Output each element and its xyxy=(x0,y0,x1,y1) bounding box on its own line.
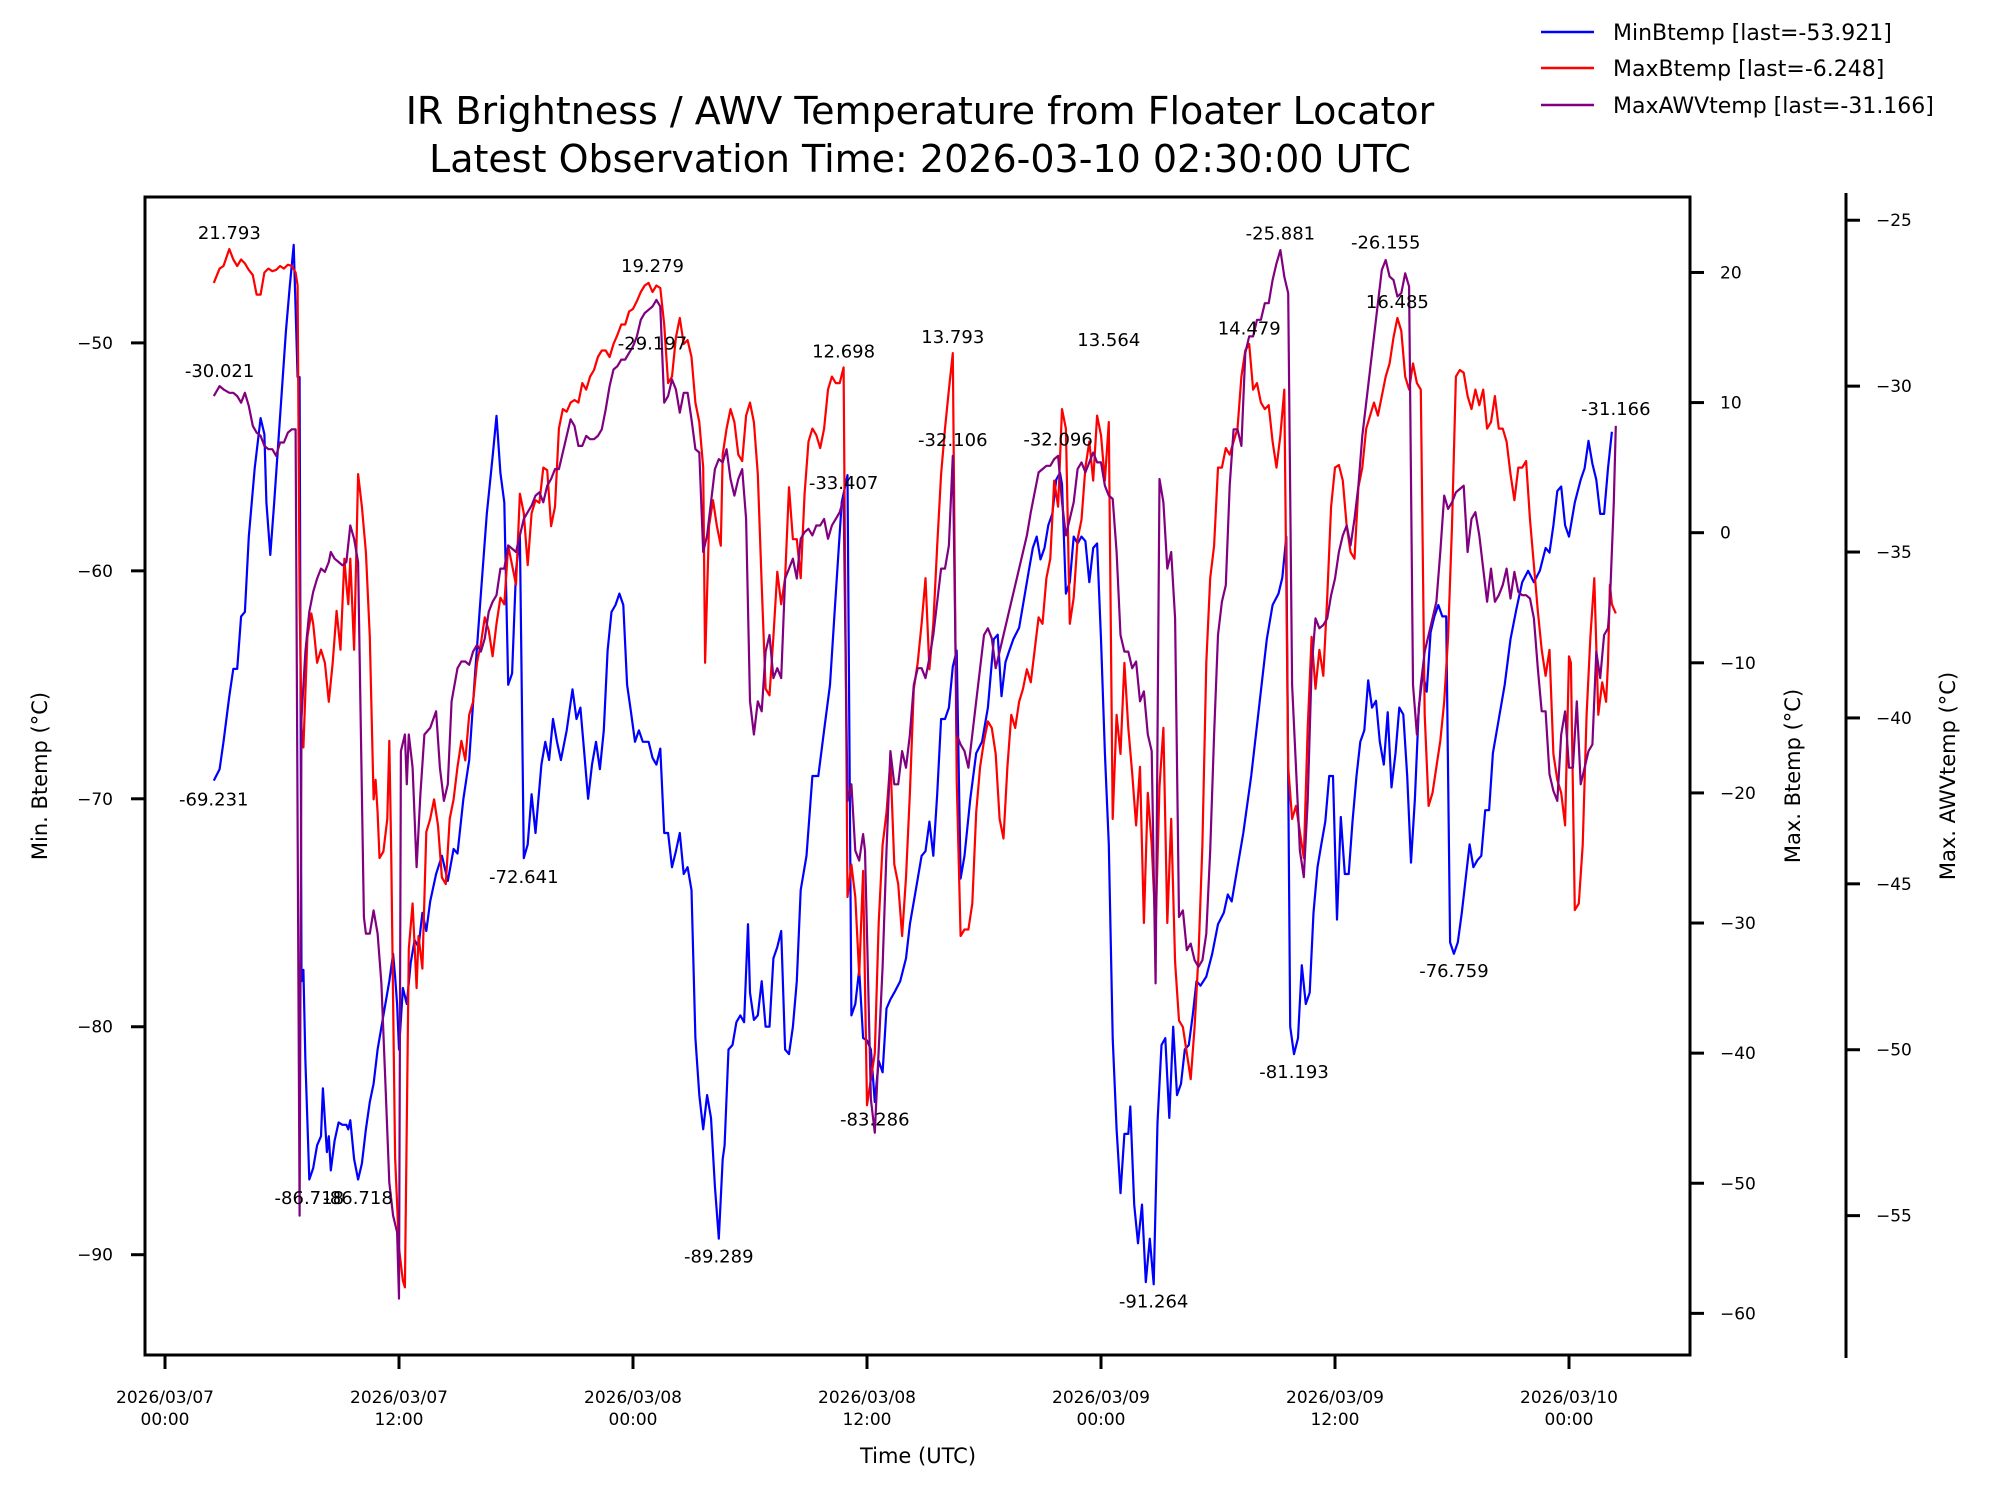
y-left-tick-label: −50 xyxy=(77,334,113,354)
annotation-label: -25.881 xyxy=(1246,223,1315,244)
annotation-label: -81.193 xyxy=(1259,1062,1328,1083)
annotation-label: -86.718 xyxy=(275,1188,344,1209)
annotation-label: -91.264 xyxy=(1119,1292,1188,1313)
x-tick-label-time: 00:00 xyxy=(1077,1410,1126,1430)
x-tick-label-time: 12:00 xyxy=(1311,1410,1360,1430)
annotation-label: -29.197 xyxy=(618,333,687,354)
y-far-right-tick-label: −40 xyxy=(1876,709,1912,729)
y-axis-right: 20 10 0 −10 −20 −30 −40 −50 −60 xyxy=(1690,263,1756,1324)
chart-title: IR Brightness / AWV Temperature from Flo… xyxy=(406,89,1435,133)
annotation-label: 19.279 xyxy=(621,256,684,277)
y-axis-left-title: Min. Btemp (°C) xyxy=(28,692,52,860)
y-right-tick-label: −50 xyxy=(1720,1174,1756,1194)
x-tick-label-time: 12:00 xyxy=(375,1410,424,1430)
plot-frame xyxy=(143,195,1692,1357)
annotation-label: -30.021 xyxy=(185,361,254,382)
annotation-label: 13.564 xyxy=(1077,330,1140,351)
annotation-label: -32.106 xyxy=(918,430,987,451)
annotation-label: -76.759 xyxy=(1419,961,1488,982)
annotation-label: -86.718 xyxy=(323,1188,392,1209)
y-axis-far-right-title: Max. AWVtemp (°C) xyxy=(1936,672,1960,880)
legend-label-maxawvtemp: MaxAWVtemp [last=-31.166] xyxy=(1613,94,1934,119)
y-left-tick-label: −90 xyxy=(77,1246,113,1266)
x-axis: 2026/03/0700:002026/03/0712:002026/03/08… xyxy=(116,1355,1618,1430)
annotation-label: -31.166 xyxy=(1581,399,1650,420)
annotation-label: -83.286 xyxy=(840,1110,909,1131)
annotation-label: -69.231 xyxy=(179,789,248,810)
x-tick-label-date: 2026/03/09 xyxy=(1286,1388,1384,1408)
legend-label-maxbtemp: MaxBtemp [last=-6.248] xyxy=(1613,57,1884,82)
x-tick-label-time: 12:00 xyxy=(843,1410,892,1430)
annotation-label: 14.479 xyxy=(1218,318,1281,339)
annotation-label: -33.407 xyxy=(809,473,878,494)
x-tick-label-date: 2026/03/07 xyxy=(116,1388,214,1408)
legend: MinBtemp [last=-53.921] MaxBtemp [last=-… xyxy=(1541,21,1934,119)
x-tick-label-date: 2026/03/09 xyxy=(1052,1388,1150,1408)
y-right-tick-label: 0 xyxy=(1720,524,1731,544)
x-tick-label-time: 00:00 xyxy=(1545,1410,1594,1430)
y-left-tick-label: −70 xyxy=(77,790,113,810)
y-far-right-tick-label: −30 xyxy=(1876,377,1912,397)
y-far-right-tick-label: −50 xyxy=(1876,1041,1912,1061)
y-right-tick-label: 10 xyxy=(1720,394,1742,414)
y-right-tick-label: −10 xyxy=(1720,654,1756,674)
y-right-tick-label: −30 xyxy=(1720,914,1756,934)
annotation-label: -89.289 xyxy=(684,1246,753,1267)
annotation-label: -72.641 xyxy=(489,867,558,888)
y-far-right-tick-label: −55 xyxy=(1876,1207,1912,1227)
series-line-maxbtemp xyxy=(212,247,1617,1289)
series-line-minbtemp xyxy=(212,243,1613,1286)
x-tick-label-date: 2026/03/07 xyxy=(350,1388,448,1408)
y-left-tick-label: −60 xyxy=(77,562,113,582)
y-far-right-tick-label: −35 xyxy=(1876,543,1912,563)
y-right-tick-label: −60 xyxy=(1720,1304,1756,1324)
annotation-label: -32.096 xyxy=(1023,430,1092,451)
series-layer xyxy=(212,243,1617,1300)
y-far-right-tick-label: −45 xyxy=(1876,875,1912,895)
y-axis-left: −50 −60 −70 −80 −90 xyxy=(77,334,145,1266)
x-tick-label-time: 00:00 xyxy=(609,1410,658,1430)
y-right-tick-label: 20 xyxy=(1720,263,1742,283)
y-far-right-tick-label: −25 xyxy=(1876,211,1912,231)
y-left-tick-label: −80 xyxy=(77,1018,113,1038)
annotation-label: 13.793 xyxy=(921,327,984,348)
chart-subtitle: Latest Observation Time: 2026-03-10 02:3… xyxy=(429,137,1411,181)
legend-label-minbtemp: MinBtemp [last=-53.921] xyxy=(1613,21,1892,46)
annotation-label: 12.698 xyxy=(812,341,875,362)
y-axis-right-title: Max. Btemp (°C) xyxy=(1781,689,1805,863)
x-tick-label-date: 2026/03/10 xyxy=(1520,1388,1618,1408)
y-right-tick-label: −40 xyxy=(1720,1044,1756,1064)
y-axis-far-right: −25 −30 −35 −40 −45 −50 −55 xyxy=(1846,211,1912,1227)
x-tick-label-date: 2026/03/08 xyxy=(818,1388,916,1408)
x-axis-title: Time (UTC) xyxy=(859,1444,976,1468)
annotation-label: -26.155 xyxy=(1351,233,1420,254)
annotation-layer: 21.793 -30.021 -69.231 -86.718-86.718 19.279… xyxy=(179,223,1651,1312)
annotation-label: 21.793 xyxy=(198,223,261,244)
x-tick-label-date: 2026/03/08 xyxy=(584,1388,682,1408)
y-right-tick-label: −20 xyxy=(1720,784,1756,804)
annotation-label: 16.485 xyxy=(1366,292,1429,313)
series-line-maxawvtemp xyxy=(212,249,1617,1300)
x-tick-label-time: 00:00 xyxy=(141,1410,190,1430)
